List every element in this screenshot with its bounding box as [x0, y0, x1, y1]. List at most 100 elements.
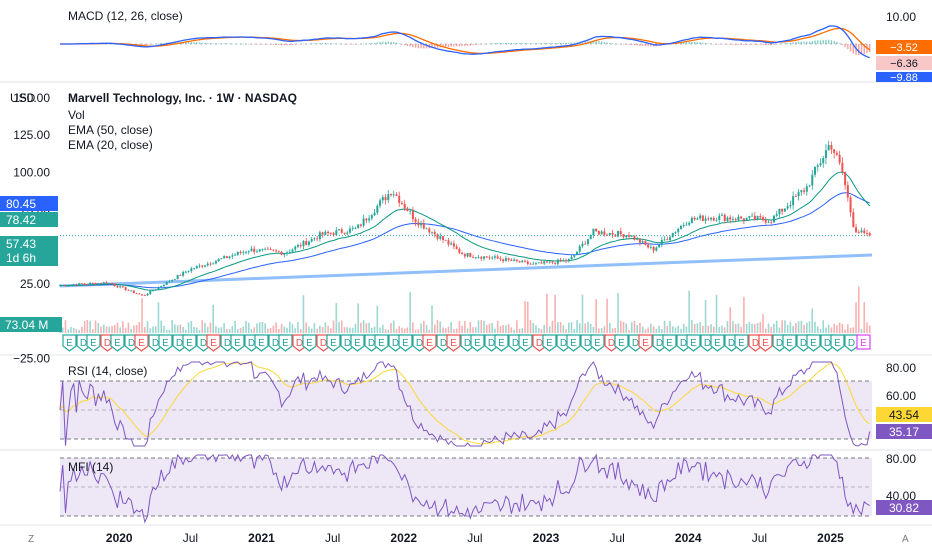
- legend-ema20[interactable]: EMA (20, close): [68, 138, 153, 152]
- macd-hist-bar: [379, 41, 381, 44]
- candle: [641, 238, 644, 244]
- volume-bar: [86, 320, 89, 333]
- earnings-marker[interactable]: E: [734, 334, 749, 352]
- earnings-marker[interactable]: E: [350, 334, 365, 352]
- earnings-marker[interactable]: E: [86, 334, 101, 352]
- time-axis[interactable]: Z A 2020 Jul 2021 Jul 2022 Jul 2023 Jul 2024 Jul 2…: [28, 531, 909, 545]
- earnings-marker[interactable]: E: [374, 334, 389, 352]
- macd-hist-bar: [354, 44, 357, 45]
- earnings-marker[interactable]: E: [638, 334, 653, 352]
- macd-pane[interactable]: MACD (12, 26, close) 10.00 −3.52 −6.36 −…: [59, 9, 932, 84]
- earnings-marker[interactable]: E: [470, 334, 485, 352]
- earnings-marker[interactable]: E: [158, 334, 173, 352]
- support-trendline[interactable]: [59, 253, 873, 288]
- earnings-marker[interactable]: E: [830, 334, 845, 352]
- volume-bar: [272, 325, 275, 333]
- earnings-marker[interactable]: E: [134, 334, 149, 352]
- candle: [710, 216, 713, 222]
- macd-hist-bar: [625, 44, 627, 45]
- volume-bar: [195, 327, 198, 333]
- volume-bar: [825, 327, 827, 333]
- earnings-marker[interactable]: E: [782, 334, 797, 352]
- volume-bar: [360, 322, 362, 333]
- earnings-marker[interactable]: E: [686, 334, 701, 352]
- candle: [814, 166, 817, 178]
- earnings-marker[interactable]: E: [758, 334, 773, 352]
- candle: [105, 280, 108, 284]
- macd-hist-bar: [368, 43, 370, 44]
- volume-bar: [332, 320, 335, 333]
- macd-hist-bar: [360, 43, 362, 45]
- zoom-left-button[interactable]: Z: [28, 534, 34, 545]
- macd-hist-bar: [138, 44, 141, 46]
- earnings-marker[interactable]: E: [662, 334, 677, 352]
- macd-hist-bar: [338, 43, 340, 45]
- volume-bar: [617, 293, 619, 333]
- earnings-marker[interactable]: E: [710, 334, 725, 352]
- earnings-marker[interactable]: E: [494, 334, 509, 352]
- earnings-marker[interactable]: E: [542, 334, 557, 352]
- earnings-marker[interactable]: E: [278, 334, 293, 352]
- volume-bar: [215, 326, 217, 333]
- legend-ema50[interactable]: EMA (50, close): [68, 123, 153, 137]
- earnings-marker[interactable]: E: [110, 334, 125, 352]
- earnings-marker[interactable]: E: [590, 334, 605, 352]
- mfi-pane[interactable]: MFI (14) 80.00 40.00 30.82: [59, 452, 932, 524]
- earnings-marker[interactable]: E: [326, 334, 341, 352]
- macd-hist-bar: [852, 44, 855, 54]
- earnings-marker[interactable]: E: [446, 334, 461, 352]
- volume-badge-text: 73.04 M: [5, 318, 48, 332]
- earnings-marker[interactable]: E: [62, 334, 77, 352]
- volume-bar: [477, 320, 480, 333]
- volume-bar: [611, 328, 614, 333]
- candle: [69, 284, 72, 287]
- legend-vol[interactable]: Vol: [68, 108, 85, 122]
- earnings-marker[interactable]: E: [566, 334, 581, 352]
- earnings-marker[interactable]: E: [518, 334, 533, 352]
- candle: [857, 229, 860, 234]
- macd-hist-bar: [765, 44, 767, 46]
- svg-text:D: D: [152, 338, 159, 349]
- macd-hist-bar: [521, 43, 524, 44]
- earnings-marker[interactable]: E: [182, 334, 197, 352]
- svg-text:E: E: [114, 338, 121, 349]
- macd-hist-bar: [510, 42, 513, 44]
- earnings-marker[interactable]: E: [422, 334, 437, 352]
- svg-text:E: E: [594, 338, 601, 349]
- volume-bar: [75, 329, 78, 333]
- earnings-marker[interactable]: E: [806, 334, 821, 352]
- volume-bar: [89, 320, 91, 333]
- countdown-badge-text: 1d 6h: [6, 251, 36, 265]
- candle: [554, 262, 557, 265]
- volume-bar: [111, 325, 113, 333]
- macd-hist-bar: [609, 42, 611, 44]
- earnings-marker[interactable]: E: [206, 334, 221, 352]
- dividend-marker[interactable]: D: [844, 334, 859, 352]
- earnings-marker[interactable]: E: [302, 334, 317, 352]
- earnings-marker[interactable]: E: [254, 334, 269, 352]
- macd-hist-bar: [220, 43, 223, 44]
- candle: [731, 216, 734, 223]
- volume-bar: [198, 329, 201, 333]
- next-earnings-marker[interactable]: E: [856, 334, 871, 350]
- rsi-pane[interactable]: RSI (14, close) 80.00 60.00 43.54 35.17: [59, 361, 932, 447]
- volume-bar: [447, 326, 450, 333]
- macd-hist-bar: [685, 42, 688, 44]
- volume-bar: [491, 322, 494, 333]
- candle: [179, 274, 182, 276]
- macd-hist-bar: [297, 44, 299, 45]
- volume-bar: [565, 329, 567, 333]
- earnings-marker[interactable]: E: [230, 334, 245, 352]
- volume-bar: [836, 325, 838, 333]
- volume-bar: [206, 327, 209, 333]
- earnings-marker[interactable]: E: [614, 334, 629, 352]
- macd-hist-bar: [603, 41, 606, 44]
- volume-bar: [852, 327, 855, 333]
- macd-hist-bar: [425, 44, 428, 49]
- earnings-marker[interactable]: E: [398, 334, 413, 352]
- price-pane[interactable]: USD Marvell Technology, Inc. · 1W · NASD…: [0, 91, 873, 366]
- candle: [348, 225, 351, 235]
- auto-scale-button[interactable]: A: [902, 534, 909, 545]
